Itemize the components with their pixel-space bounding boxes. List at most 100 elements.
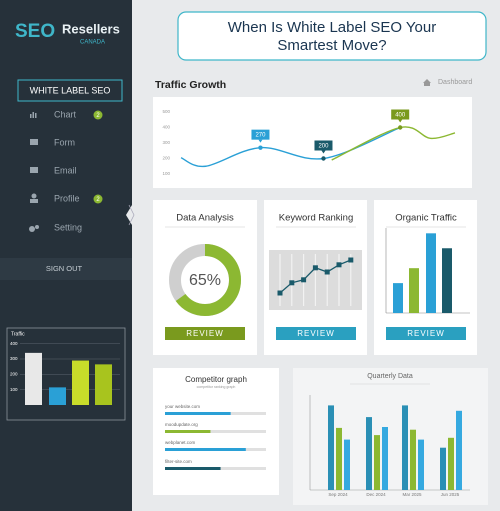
button[interactable] xyxy=(276,327,356,340)
donut-arc xyxy=(169,244,241,316)
card-title: Quarterly Data xyxy=(367,373,413,380)
sidebar xyxy=(0,0,132,511)
label-box xyxy=(391,109,410,120)
progress-track xyxy=(165,430,266,433)
bar xyxy=(456,410,462,490)
line-series xyxy=(331,126,456,161)
item-label: your website.com xyxy=(165,404,200,409)
menu-item[interactable]: Chart xyxy=(54,109,77,119)
bar xyxy=(402,405,408,490)
section-title: Traffic Growth xyxy=(155,79,226,91)
label-pointer xyxy=(321,150,326,154)
bar xyxy=(442,248,452,313)
point xyxy=(301,277,307,283)
x-tick-label: Jun 2025 xyxy=(441,492,460,497)
y-tick-label: 400 xyxy=(10,341,18,346)
breadcrumb[interactable]: Dashboard xyxy=(438,79,472,86)
point xyxy=(289,280,295,286)
bar xyxy=(448,437,454,490)
donut-label: 65% xyxy=(189,272,221,289)
bar xyxy=(72,360,89,405)
bar xyxy=(426,233,436,313)
bar xyxy=(418,439,424,490)
item-label: filter-site.com xyxy=(165,459,192,464)
y-tick-label: 200 xyxy=(10,372,18,377)
icon-setting xyxy=(35,225,39,229)
bar xyxy=(374,435,380,490)
menu-icons xyxy=(29,112,39,232)
y-tick-label: 100 xyxy=(10,387,18,392)
home-icon xyxy=(423,79,431,86)
bar xyxy=(328,405,334,490)
bar xyxy=(382,427,388,490)
y-tick-label: 200 xyxy=(162,156,170,161)
menu-badge xyxy=(93,194,103,204)
x-tick-label: Dec 2024 xyxy=(366,492,386,497)
bar xyxy=(409,268,419,313)
y-tick-label: 400 xyxy=(162,125,170,130)
y-tick-label: 300 xyxy=(10,356,18,361)
item-label: webplanet.com xyxy=(165,440,196,445)
sign-out[interactable]: SIGN OUT xyxy=(46,264,83,273)
bar xyxy=(410,429,416,490)
icon-profile xyxy=(31,193,37,199)
logo-name: Resellers xyxy=(62,21,120,36)
y-tick-label: 500 xyxy=(162,109,170,114)
data-label: 400 xyxy=(395,113,406,119)
menu-badge-count: 2 xyxy=(96,197,100,203)
header-title: When Is White Label SEO Your xyxy=(228,19,436,36)
sidebar-notch xyxy=(126,205,132,225)
progress-bar xyxy=(165,412,231,415)
menu-item[interactable]: Email xyxy=(54,165,77,175)
icon-form xyxy=(30,139,38,145)
bar xyxy=(336,427,342,490)
button-label[interactable]: REVIEW xyxy=(407,329,445,338)
icon-chart xyxy=(30,114,32,118)
bar xyxy=(49,387,66,405)
card-title: Data Analysis xyxy=(176,213,234,224)
icon-profile xyxy=(30,199,38,203)
bar xyxy=(440,447,446,490)
data-label: 270 xyxy=(255,133,266,139)
button-label[interactable]: REVIEW xyxy=(297,329,335,338)
badge-box xyxy=(17,79,123,102)
card xyxy=(153,97,472,188)
menu-item[interactable]: Form xyxy=(54,137,75,147)
point xyxy=(312,265,318,271)
bar xyxy=(344,439,350,490)
card-subtitle: competitor ranking graph xyxy=(197,385,236,389)
card-title: Competitor graph xyxy=(185,375,247,384)
sign-out-band xyxy=(0,258,132,280)
menu-badge-count: 2 xyxy=(96,113,100,119)
item-label: moodupdate.org xyxy=(165,422,198,427)
button-label[interactable]: REVIEW xyxy=(186,329,224,338)
mini-chart-box xyxy=(6,327,126,421)
progress-bar xyxy=(165,448,246,451)
button[interactable] xyxy=(165,327,245,340)
progress-bar xyxy=(165,430,211,433)
badge-label[interactable]: WHITE LABEL SEO xyxy=(30,85,111,95)
point xyxy=(321,156,326,161)
icon-setting xyxy=(29,226,35,232)
card xyxy=(293,368,488,505)
menu-item[interactable]: Setting xyxy=(54,222,82,232)
label-box xyxy=(314,140,333,151)
icon-chart xyxy=(35,113,37,118)
logo-sub: CANADA xyxy=(80,40,105,46)
bar xyxy=(25,352,42,405)
bar xyxy=(393,283,403,313)
label-pointer xyxy=(398,119,403,123)
progress-bar xyxy=(165,467,221,470)
logo-brand: SEO xyxy=(15,21,55,42)
card-title: Organic Traffic xyxy=(395,213,457,224)
menu-item[interactable]: Profile xyxy=(54,193,80,203)
card-title: Keyword Ranking xyxy=(279,213,353,224)
x-tick-label: Sep 2024 xyxy=(328,492,348,497)
button[interactable] xyxy=(386,327,466,340)
menu-badge xyxy=(93,110,103,120)
header-title: Smartest Move? xyxy=(277,37,386,54)
point xyxy=(348,257,354,263)
point xyxy=(277,290,283,296)
bar xyxy=(366,417,372,490)
